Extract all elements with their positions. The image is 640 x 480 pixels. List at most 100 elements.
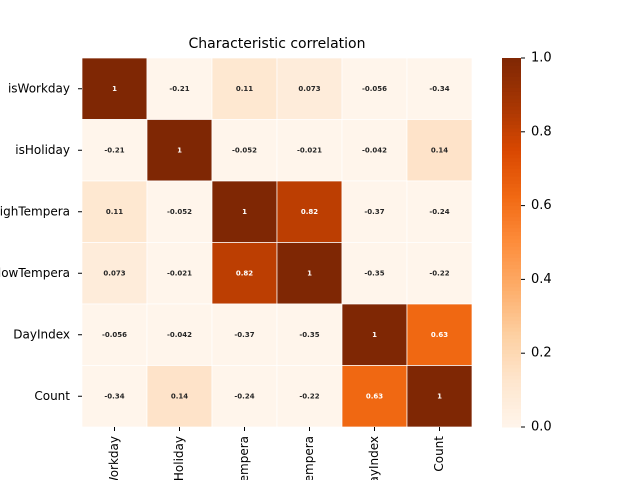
colorbar-segment xyxy=(502,316,521,321)
colorbar-segment xyxy=(502,165,521,170)
colorbar-segment xyxy=(502,98,521,103)
colorbar-segment xyxy=(502,61,521,66)
cell-label: -0.35 xyxy=(364,269,384,277)
heatmap-cell xyxy=(341,365,408,428)
colorbar-segment xyxy=(502,419,521,424)
heatmap-cell xyxy=(211,242,278,305)
cell-label: -0.24 xyxy=(234,392,254,400)
heatmap-cell xyxy=(146,57,213,120)
colorbar-segment xyxy=(502,142,521,148)
colorbar-segment xyxy=(502,91,521,96)
colorbar-segment xyxy=(502,135,521,140)
colorbar-segment xyxy=(502,76,521,81)
colorbar-segment xyxy=(502,367,521,373)
colorbar-segment xyxy=(502,109,521,114)
colorbar-segment xyxy=(502,58,521,63)
colorbar-segment xyxy=(502,120,521,125)
colorbar-segment xyxy=(502,390,521,395)
heatmap-cell xyxy=(276,119,343,182)
heatmap-cell xyxy=(406,119,473,182)
colorbar-segment xyxy=(502,227,521,232)
cell-label: -0.21 xyxy=(169,85,189,93)
colorbar-segment xyxy=(502,268,521,273)
colorbar-segment xyxy=(502,393,521,398)
x-tick-label: lowTempera xyxy=(302,436,316,480)
colorbar-segment xyxy=(502,80,521,85)
colorbar-segment xyxy=(502,423,521,428)
heatmap-cell xyxy=(146,180,213,243)
cell-label: 0.11 xyxy=(236,85,253,93)
colorbar-segment xyxy=(502,176,521,181)
colorbar-segment xyxy=(502,94,521,100)
x-tick-label: isWorkday xyxy=(107,436,121,480)
heatmap-cell xyxy=(146,242,213,305)
colorbar-segment xyxy=(502,408,521,413)
colorbar-segment xyxy=(502,146,521,151)
cell-label: -0.21 xyxy=(104,146,124,154)
cell-label: 0.14 xyxy=(171,392,188,400)
colorbar-segment xyxy=(502,102,521,107)
colorbar-segment xyxy=(502,353,521,358)
colorbar-segment xyxy=(502,72,521,77)
colorbar-segment xyxy=(502,305,521,310)
heatmap-cell xyxy=(276,303,343,366)
cell-label: -0.24 xyxy=(429,208,449,216)
heatmap-cell xyxy=(81,303,148,366)
colorbar-segment xyxy=(502,327,521,332)
heatmap-cell xyxy=(81,180,148,243)
cell-label: 0.073 xyxy=(298,85,320,93)
y-tick-label: isWorkday xyxy=(8,81,70,95)
cell-label: -0.37 xyxy=(364,208,384,216)
cell-label: -0.056 xyxy=(102,331,127,339)
y-tick-label: lowTempera xyxy=(0,266,70,280)
colorbar-segment xyxy=(502,338,521,343)
colorbar-segment xyxy=(502,260,521,266)
heatmap-cell xyxy=(81,242,148,305)
cell-label: -0.056 xyxy=(362,85,387,93)
colorbar-segment xyxy=(502,172,521,177)
colorbar-segment xyxy=(502,157,521,162)
colorbar-segment xyxy=(502,382,521,387)
heatmap-cell xyxy=(211,180,278,243)
colorbar-segment xyxy=(502,257,521,262)
cell-label: 1 xyxy=(372,331,377,339)
colorbar-segment xyxy=(502,168,521,173)
y-tick-label: highTempera xyxy=(0,204,70,218)
cell-label: 1 xyxy=(177,146,182,154)
cell-label: -0.22 xyxy=(429,269,449,277)
colorbar-segment xyxy=(502,279,521,284)
colorbar-segment xyxy=(502,183,521,188)
cell-label: -0.021 xyxy=(297,146,322,154)
colorbar-tick-label: 0.2 xyxy=(531,346,552,361)
heatmap-cell xyxy=(276,57,343,120)
heatmap-cell xyxy=(406,365,473,428)
cell-label: 0.073 xyxy=(103,269,125,277)
colorbar-segment xyxy=(502,312,521,317)
cell-label: -0.35 xyxy=(299,331,319,339)
heatmap-cell xyxy=(406,57,473,120)
heatmap-cell xyxy=(341,242,408,305)
heatmap-cell xyxy=(341,303,408,366)
colorbar-tick-label: 0.8 xyxy=(531,124,552,139)
cell-label: -0.042 xyxy=(362,146,387,154)
colorbar-segment xyxy=(502,150,521,155)
colorbar-segment xyxy=(502,190,521,196)
cell-label: 0.11 xyxy=(106,208,123,216)
colorbar-segment xyxy=(502,345,521,351)
colorbar-segment xyxy=(502,297,521,303)
y-tick-label: Count xyxy=(34,389,70,403)
heatmap-cell xyxy=(81,57,148,120)
x-tick-label: DayIndex xyxy=(367,436,381,480)
cell-label: 0.63 xyxy=(431,331,448,339)
cell-label: -0.052 xyxy=(232,146,257,154)
colorbar-segment xyxy=(502,397,521,402)
colorbar-tick-label: 0.6 xyxy=(531,198,552,213)
colorbar-segment xyxy=(502,323,521,328)
colorbar-tick-label: 1.0 xyxy=(531,51,552,66)
heatmap-cell xyxy=(406,180,473,243)
colorbar-segment xyxy=(502,386,521,391)
colorbar-segment xyxy=(502,87,521,92)
cell-label: -0.021 xyxy=(167,269,192,277)
colorbar-segment xyxy=(502,220,521,225)
x-tick-label: highTempera xyxy=(237,436,251,480)
